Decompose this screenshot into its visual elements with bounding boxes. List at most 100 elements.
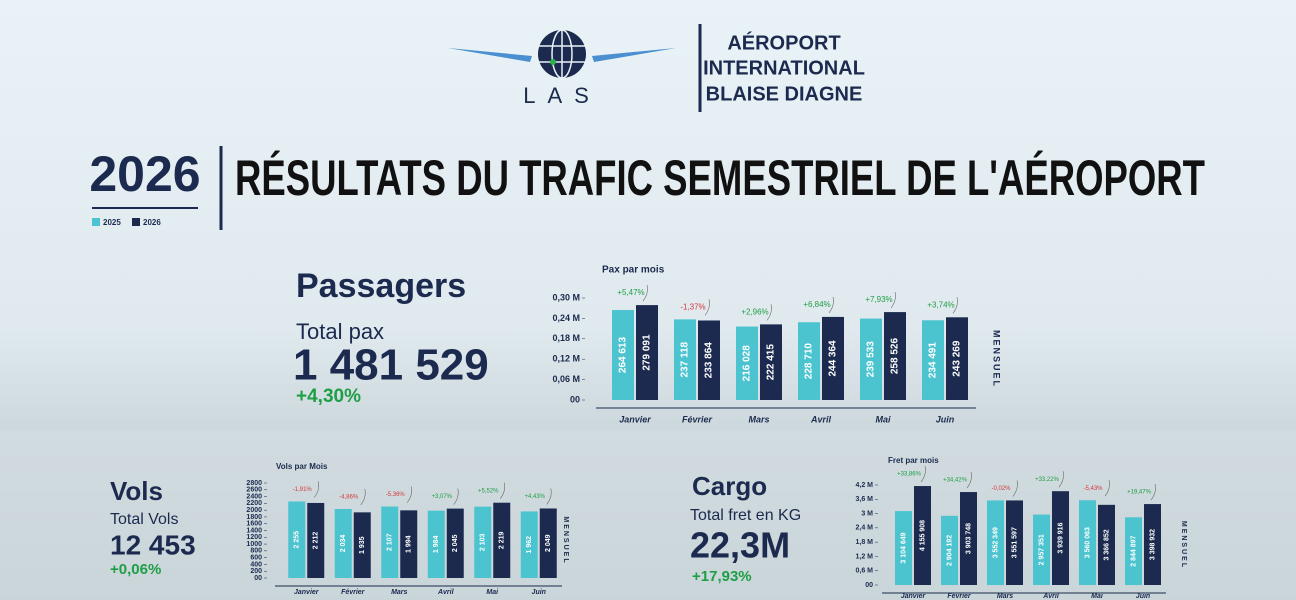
x-tick-label: Avril	[1042, 593, 1060, 600]
bar	[1052, 491, 1069, 585]
y-tick-label: 0,30 M	[552, 292, 580, 302]
value-label: 239 533	[866, 341, 877, 378]
change-label: +4,43%	[524, 494, 545, 500]
kpi-label: Total pax	[296, 319, 384, 344]
change-label: -1,37%	[680, 302, 705, 311]
y-tick-label: 1600	[246, 521, 262, 528]
change-label: +6,84%	[803, 300, 830, 309]
bar	[1033, 514, 1050, 585]
y-tick-label: 2800	[246, 480, 262, 487]
x-tick-label: Mars	[997, 593, 1013, 600]
change-label: -1,91%	[293, 487, 313, 493]
value-label: 1 962	[526, 536, 533, 554]
x-tick-label: Février	[947, 593, 972, 600]
change-label: +33,86%	[897, 472, 922, 478]
value-label: 237 118	[680, 341, 691, 377]
value-label: 2 045	[452, 534, 459, 552]
y-tick-label: 3 M	[861, 510, 873, 517]
bar	[353, 512, 371, 578]
y-tick-label: 2600	[246, 487, 262, 494]
bar	[1079, 500, 1096, 585]
value-label: 2 957 351	[1038, 534, 1045, 565]
bar	[1144, 504, 1161, 585]
value-label: 2 103	[480, 533, 487, 551]
x-tick-label: Février	[341, 589, 366, 596]
bar	[474, 506, 492, 578]
y-tick-label: 3,6 M	[855, 496, 873, 503]
bar	[698, 320, 720, 400]
change-arrow	[314, 481, 320, 498]
change-arrow	[766, 304, 772, 321]
bar	[884, 312, 906, 400]
bar	[307, 502, 325, 578]
y-tick-label: 2000	[246, 507, 262, 514]
kpi-label: Total Vols	[110, 511, 178, 528]
value-label: 3 104 649	[900, 532, 907, 563]
chart-title: Vols par Mois	[276, 462, 328, 471]
x-tick-label: Mai	[875, 414, 891, 424]
bar	[674, 319, 696, 400]
value-label: 216 028	[742, 345, 753, 382]
value-label: 3 551 597	[1011, 527, 1018, 558]
change-arrow	[546, 488, 552, 505]
value-label: 233 864	[704, 342, 715, 379]
change-arrow	[920, 465, 926, 483]
change-label: -0,02%	[991, 486, 1011, 492]
value-label: 234 491	[928, 342, 939, 379]
change-arrow	[453, 488, 459, 505]
change-label: -5,43%	[1083, 486, 1103, 492]
value-label: 222 415	[766, 344, 777, 381]
change-label: +3,74%	[927, 300, 954, 309]
bar	[400, 510, 418, 578]
chart-title: Fret par mois	[888, 456, 939, 465]
value-label: 2 049	[545, 534, 552, 552]
x-tick-label: Avril	[437, 589, 455, 596]
kpi-change: +4,30%	[296, 386, 361, 407]
side-label: MENSUEL	[1180, 521, 1187, 569]
airport-name: AÉROPORT	[727, 31, 840, 54]
y-tick-label: 0,6 M	[855, 568, 873, 575]
bar	[960, 492, 977, 585]
legend: 2025 2026	[92, 218, 161, 227]
bar	[612, 310, 634, 400]
kpi-total: 12 453	[110, 529, 196, 560]
kpi-change: +17,93%	[692, 568, 752, 585]
bar	[1125, 517, 1142, 585]
bar	[493, 502, 511, 578]
change-label: -4,86%	[339, 495, 359, 501]
wing	[448, 48, 532, 62]
y-tick-label: 0,18 M	[552, 333, 580, 343]
value-label: 2 255	[294, 531, 301, 549]
kpi-change: +0,06%	[110, 561, 161, 578]
y-tick-label: 0,24 M	[552, 313, 580, 323]
bar	[922, 320, 944, 400]
bar	[736, 326, 758, 400]
kpi-title: Cargo	[692, 471, 767, 501]
value-label: 1 984	[433, 535, 440, 553]
change-label: +3,07%	[431, 494, 452, 500]
y-tick-label: 2,4 M	[855, 525, 873, 532]
change-arrow	[952, 297, 958, 314]
bar	[760, 324, 782, 400]
value-label: 1 935	[359, 536, 366, 554]
change-arrow	[642, 285, 648, 302]
bar	[381, 506, 399, 578]
change-arrow	[1104, 480, 1110, 497]
y-tick-label: 1,8 M	[855, 539, 873, 546]
page-title: RÉSULTATS DU TRAFIC SEMESTRIEL DE L'AÉRO…	[235, 150, 1205, 206]
kpi-total: 1 481 529	[293, 341, 489, 390]
y-tick-label: 1000	[246, 541, 262, 548]
change-arrow	[890, 292, 896, 309]
change-arrow	[828, 296, 834, 314]
y-tick-label: 400	[250, 561, 262, 568]
legend-label: 2025	[103, 218, 121, 227]
y-tick-label: 00	[254, 575, 262, 582]
x-tick-label: Mars	[391, 589, 407, 596]
change-label: +5,52%	[478, 488, 499, 494]
value-label: 2 107	[387, 533, 394, 551]
bar	[636, 305, 658, 400]
bar	[520, 511, 538, 578]
chart-title: Pax par mois	[602, 265, 665, 276]
change-arrow	[500, 482, 506, 499]
